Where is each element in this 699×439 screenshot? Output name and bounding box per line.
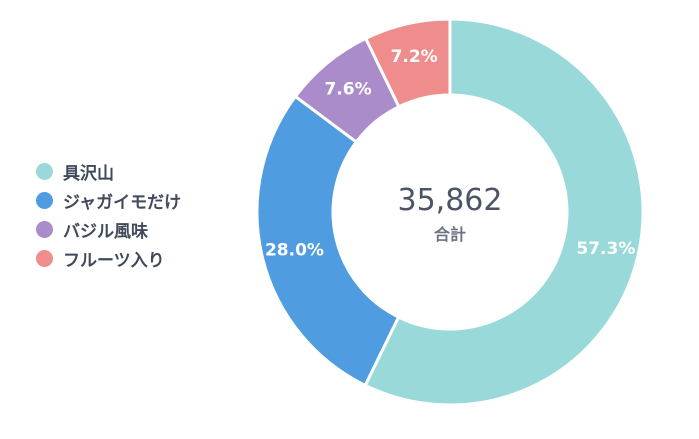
center-total-label: 合計 — [434, 225, 466, 244]
legend-label-3: フルーツ入り — [63, 251, 165, 271]
slice-0[interactable] — [363, 17, 645, 407]
legend-swatch-3 — [36, 250, 53, 267]
center-total-value: 35,862 — [398, 183, 503, 218]
legend-item-1[interactable]: ジャガイモだけ — [36, 186, 181, 215]
legend-item-0[interactable]: 具沢山 — [36, 157, 181, 186]
slice-layer — [255, 17, 645, 407]
slice-1[interactable] — [255, 94, 401, 388]
legend-swatch-2 — [36, 221, 53, 238]
label-layer: 57.3% 28.0% 7.6% 7.2% — [265, 47, 635, 260]
slice-label-3: 7.2% — [391, 47, 438, 67]
legend-swatch-0 — [36, 163, 53, 180]
legend-item-2[interactable]: バジル風味 — [36, 215, 181, 244]
legend-item-3[interactable]: フルーツ入り — [36, 244, 181, 273]
slice-label-0: 57.3% — [576, 239, 635, 259]
slice-3[interactable] — [363, 17, 452, 109]
legend-label-0: 具沢山 — [63, 164, 114, 184]
legend: 具沢山 ジャガイモだけ バジル風味 フルーツ入り — [36, 157, 181, 273]
legend-label-2: バジル風味 — [63, 222, 148, 242]
slice-label-2: 7.6% — [325, 80, 372, 100]
legend-swatch-1 — [36, 192, 53, 209]
slice-label-1: 28.0% — [265, 241, 324, 261]
legend-label-1: ジャガイモだけ — [63, 193, 182, 213]
